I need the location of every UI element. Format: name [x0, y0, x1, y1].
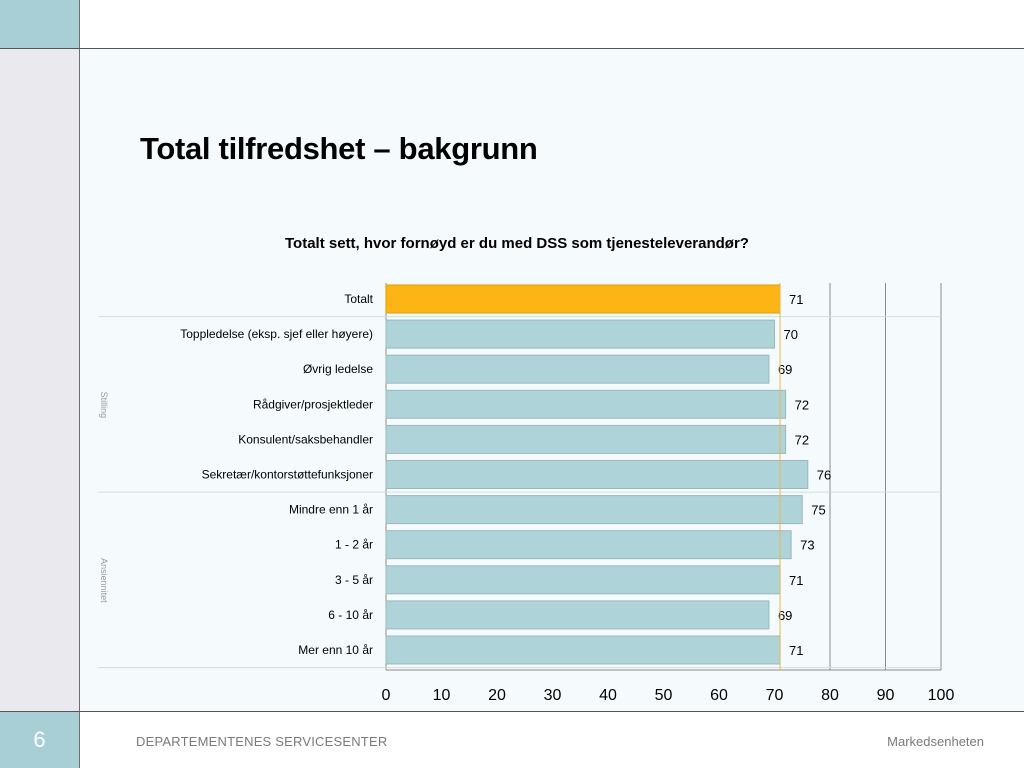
value-label-6: 75 [811, 503, 825, 518]
category-label-10: Mer enn 10 år [298, 643, 373, 657]
category-label-7: 1 - 2 år [335, 538, 373, 552]
bar-0 [385, 284, 781, 314]
value-label-0: 71 [789, 292, 803, 307]
page-number: 6 [33, 727, 46, 752]
left-sidebar [0, 49, 80, 711]
value-labels: 71 70 69 72 72 76 75 73 71 69 71 [778, 292, 831, 658]
category-label-0: Totalt [344, 292, 373, 306]
category-label-6: Mindre enn 1 år [289, 503, 373, 517]
category-label-3: Rådgiver/prosjektleder [253, 397, 373, 411]
value-label-10: 71 [789, 643, 803, 658]
bar-4 [385, 424, 787, 454]
x-tick-label-70: 70 [766, 687, 784, 704]
bar-1 [385, 319, 775, 349]
top-divider [0, 48, 1024, 49]
x-tick-label-80: 80 [821, 687, 839, 704]
x-tick-label-60: 60 [710, 687, 728, 704]
x-tick-label-40: 40 [599, 687, 617, 704]
bar-8 [385, 565, 781, 595]
value-label-5: 76 [817, 468, 831, 483]
value-label-7: 73 [800, 538, 814, 553]
bottom-divider [0, 711, 1024, 712]
slide-title: Total tilfredshet – bakgrunn [140, 131, 538, 166]
value-label-9: 69 [778, 608, 792, 623]
bar-6 [385, 495, 803, 525]
x-tick-label-10: 10 [433, 687, 451, 704]
value-label-4: 72 [795, 432, 809, 447]
value-label-3: 72 [795, 397, 809, 412]
value-label-1: 70 [784, 327, 798, 342]
x-tick-label-20: 20 [488, 687, 506, 704]
category-label-1: Toppledelse (eksp. sjef eller høyere) [180, 327, 373, 341]
footer-organization: DEPARTEMENTENES SERVICESENTER [136, 734, 388, 749]
bar-10 [385, 635, 781, 665]
footer-department: Markedsenheten [887, 734, 984, 749]
bar-3 [385, 389, 787, 419]
x-axis: 0 10 20 30 40 50 60 70 80 90 100 [382, 687, 955, 704]
value-label-8: 71 [789, 573, 803, 588]
group-label-1: Ansiennitet [99, 558, 109, 603]
footer-accent [0, 712, 80, 768]
bar-7 [385, 530, 792, 560]
value-label-2: 69 [778, 362, 792, 377]
x-tick-label-100: 100 [928, 687, 955, 704]
category-labels: Totalt Toppledelse (eksp. sjef eller høye… [180, 292, 373, 657]
category-label-4: Konsulent/saksbehandler [238, 432, 373, 446]
group-separators [98, 316, 941, 669]
bar-9 [385, 600, 770, 630]
group-label-0: Stilling [99, 392, 109, 419]
top-header-strip [80, 0, 1024, 48]
top-left-accent [0, 0, 80, 48]
category-label-8: 3 - 5 år [335, 573, 373, 587]
bar-5 [385, 460, 809, 489]
bars [385, 284, 809, 665]
x-tick-label-50: 50 [655, 687, 673, 704]
x-tick-label-30: 30 [544, 687, 562, 704]
category-label-2: Øvrig ledelse [303, 362, 373, 376]
x-tick-label-90: 90 [877, 687, 895, 704]
category-label-9: 6 - 10 år [328, 608, 373, 622]
bar-2 [385, 354, 770, 384]
group-labels: Stilling Ansiennitet [99, 392, 109, 604]
category-label-5: Sekretær/kontorstøttefunksjoner [202, 468, 373, 482]
x-tick-label-0: 0 [382, 687, 391, 704]
footer-bar [80, 712, 1024, 768]
chart-title: Totalt sett, hvor fornøyd er du med DSS … [285, 235, 749, 252]
